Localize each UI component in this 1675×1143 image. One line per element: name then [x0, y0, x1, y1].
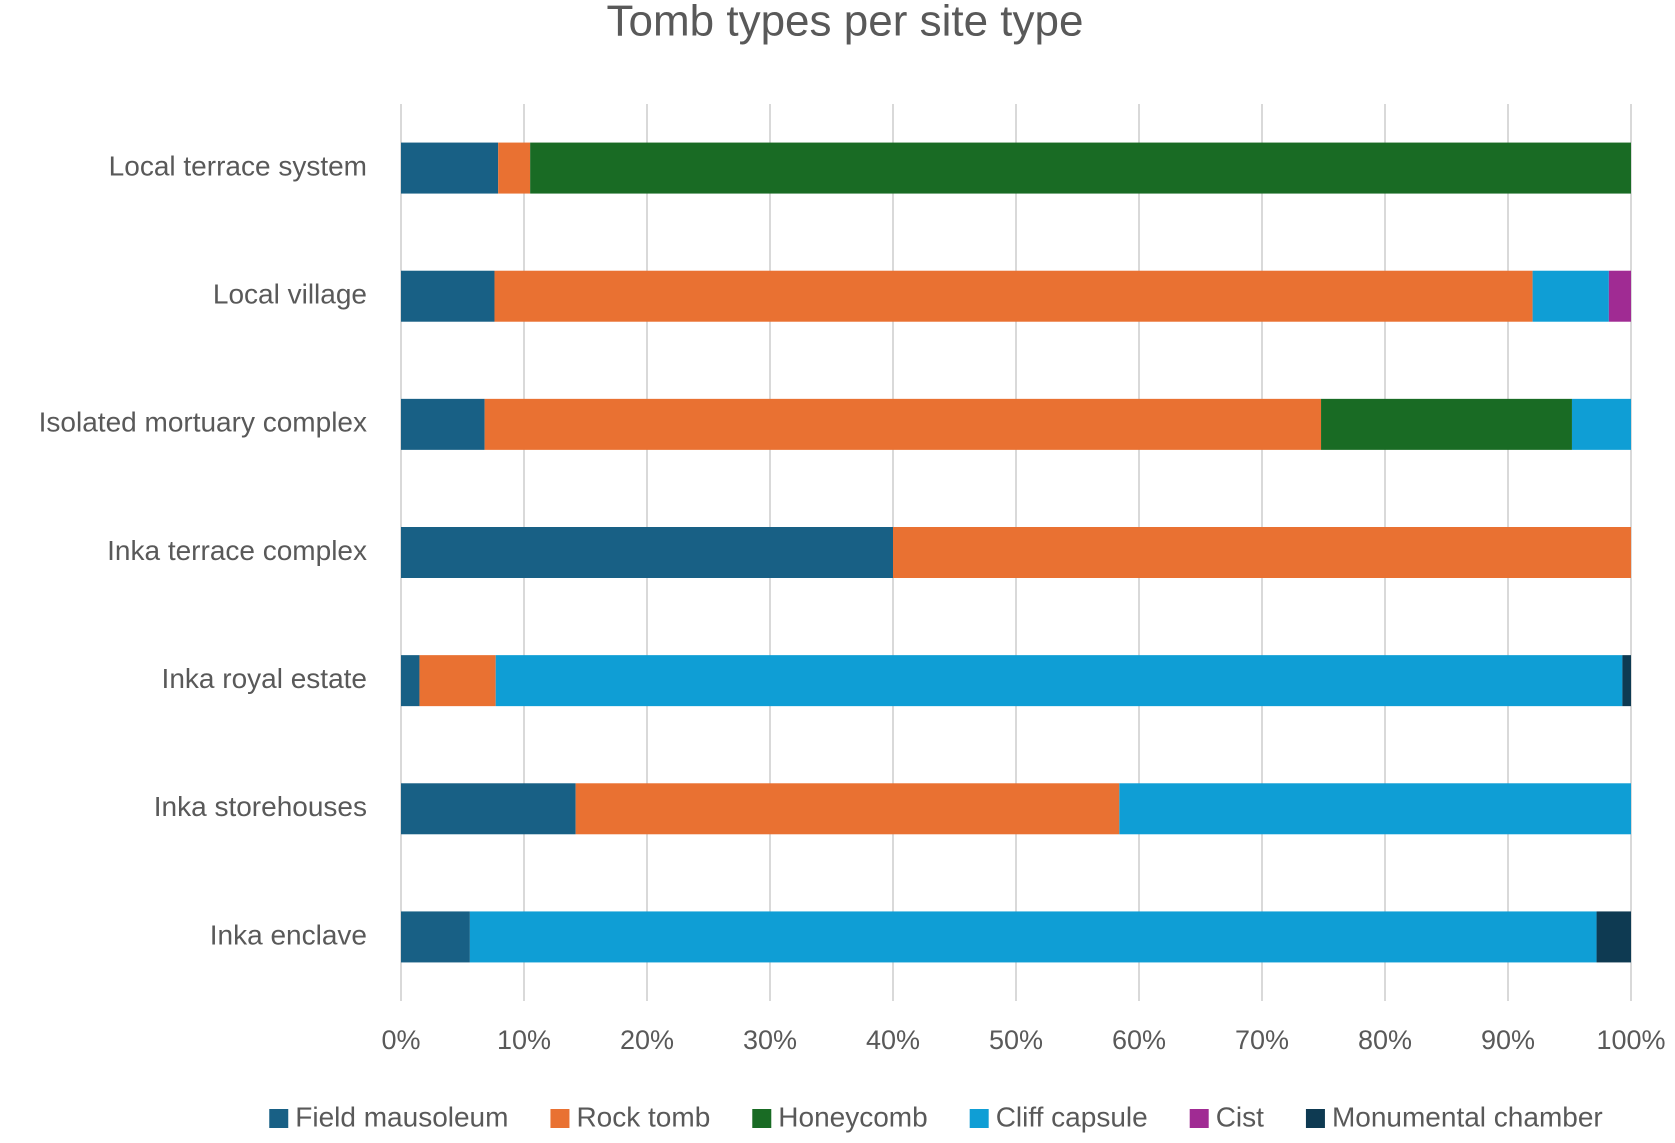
legend-label: Field mausoleum — [295, 1101, 508, 1132]
bar-segment — [401, 655, 420, 707]
legend-swatch — [752, 1109, 772, 1128]
bar-segment — [469, 911, 1597, 963]
x-tick-label: 80% — [1358, 1025, 1412, 1055]
bar-segment — [494, 270, 1533, 322]
legend-swatch — [550, 1109, 570, 1128]
y-tick-label: Inka royal estate — [162, 663, 367, 694]
bar-segment — [484, 398, 1322, 450]
bar-segment — [1596, 911, 1631, 963]
bar-segment — [530, 142, 1631, 194]
legend-swatch — [269, 1109, 289, 1128]
legend-label: Cist — [1216, 1101, 1264, 1132]
chart-title: Tomb types per site type — [607, 0, 1084, 46]
legend-label: Honeycomb — [778, 1101, 927, 1132]
x-tick-label: 0% — [381, 1025, 420, 1055]
bar-segment — [1532, 270, 1609, 322]
bar-segment — [401, 142, 499, 194]
bar-segment — [401, 911, 470, 963]
bar-segment — [575, 783, 1120, 835]
y-tick-label: Inka storehouses — [154, 791, 367, 822]
x-tick-label: 60% — [1112, 1025, 1166, 1055]
bar-segment — [1571, 398, 1631, 450]
bar-segment — [1622, 655, 1631, 707]
legend-label: Rock tomb — [576, 1101, 710, 1132]
legend-swatch — [1189, 1109, 1209, 1128]
y-tick-label: Local village — [213, 279, 367, 310]
bar-segment — [498, 142, 531, 194]
x-tick-label: 70% — [1235, 1025, 1289, 1055]
bar-segment — [401, 398, 485, 450]
y-tick-label: Inka enclave — [210, 919, 367, 950]
y-tick-label: Local terrace system — [109, 150, 367, 181]
x-tick-label: 30% — [743, 1025, 797, 1055]
y-tick-label: Isolated mortuary complex — [39, 407, 367, 438]
bar-segment — [401, 270, 495, 322]
bar-segment — [893, 527, 1631, 578]
legend-swatch — [969, 1109, 989, 1128]
bar-segment — [495, 655, 1623, 707]
x-tick-label: 40% — [866, 1025, 920, 1055]
bar-segment — [1119, 783, 1631, 835]
legend-label: Cliff capsule — [996, 1101, 1148, 1132]
x-tick-label: 50% — [989, 1025, 1043, 1055]
bar-segment — [419, 655, 496, 707]
bar-segment — [1321, 398, 1572, 450]
y-tick-label: Inka terrace complex — [107, 535, 367, 566]
x-tick-label: 100% — [1596, 1025, 1665, 1055]
x-tick-label: 90% — [1481, 1025, 1535, 1055]
x-tick-label: 20% — [620, 1025, 674, 1055]
bar-segment — [401, 783, 576, 835]
legend-label: Monumental chamber — [1332, 1101, 1603, 1132]
x-tick-label: 10% — [497, 1025, 551, 1055]
bar-segment — [401, 527, 893, 578]
legend-swatch — [1305, 1109, 1325, 1128]
bar-segment — [1608, 270, 1631, 322]
